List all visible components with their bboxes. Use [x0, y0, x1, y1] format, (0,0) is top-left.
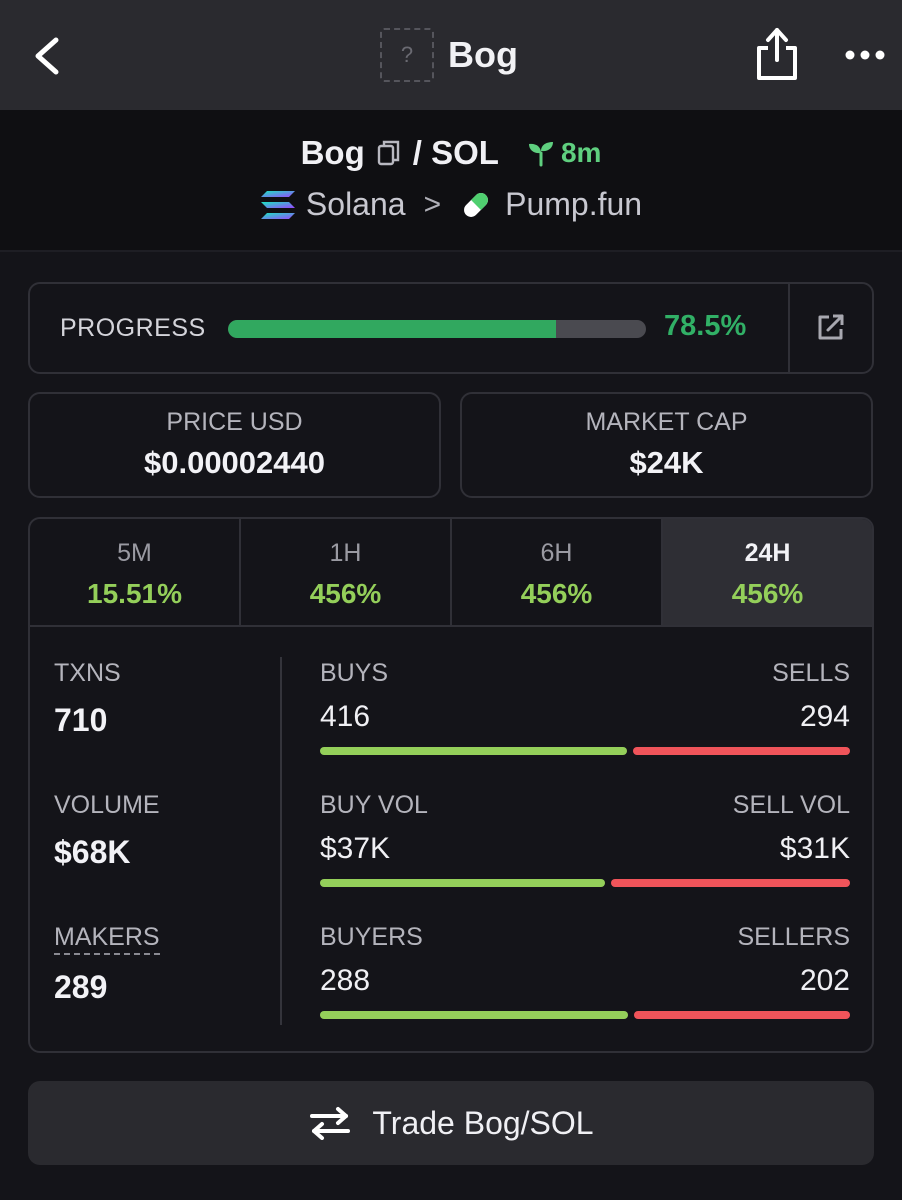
tab-24h[interactable]: 24H 456%	[663, 519, 872, 625]
makers-value: 289	[54, 969, 108, 1005]
tab-5m[interactable]: 5M 15.51%	[30, 519, 241, 625]
buyers-value: 288	[320, 964, 371, 997]
buyers-ratio-bar	[320, 1011, 850, 1019]
buy-sell-column: BUYS SELLS 416 294 BUY VOL SELL VOL $37K…	[320, 659, 850, 1051]
page-title: Bog	[448, 34, 518, 75]
sell-vol-label: SELL VOL	[732, 791, 850, 819]
volume-label: VOLUME	[54, 791, 160, 819]
progress-value: 78.5%	[664, 310, 747, 342]
pair-header: Bog / SOL 8m Solana	[0, 110, 902, 252]
top-navbar: ? Bog	[0, 0, 902, 110]
volume-value: $68K	[54, 834, 131, 870]
sellers-label: SELLERS	[737, 923, 850, 951]
chevron-right-icon: >	[423, 187, 442, 221]
external-link-icon[interactable]	[816, 312, 846, 342]
bonding-progress-card: PROGRESS 78.5%	[28, 282, 874, 374]
volume-ratio-bar	[320, 879, 850, 887]
sells-label: SELLS	[772, 659, 850, 687]
pair-title: Bog / SOL 8m	[0, 134, 902, 172]
trade-button[interactable]: Trade Bog/SOL	[28, 1081, 874, 1165]
tab-change: 456%	[309, 578, 382, 609]
market-cap-value: $24K	[629, 445, 704, 480]
buyers-sellers-row: BUYERS SELLERS 288 202	[320, 923, 850, 1051]
pair-age: 8m	[560, 137, 602, 168]
makers-stat: MAKERS 289	[54, 923, 274, 1051]
txns-value: 710	[54, 702, 108, 738]
txns-label: TXNS	[54, 659, 121, 687]
makers-label[interactable]: MAKERS	[54, 923, 160, 955]
share-icon[interactable]	[754, 26, 800, 82]
tab-change: 456%	[731, 578, 804, 609]
tab-1h[interactable]: 1H 456%	[241, 519, 452, 625]
divider	[280, 657, 282, 1025]
swap-arrows-icon	[310, 1107, 351, 1140]
buy-vol-value: $37K	[320, 832, 391, 865]
sell-vol-value: $31K	[779, 832, 850, 865]
pair-age-badge: 8m	[527, 137, 601, 169]
tab-label: 24H	[744, 539, 791, 567]
price-usd-value: $0.00002440	[143, 445, 326, 480]
timeframe-tabs: 5M 15.51% 1H 456% 6H 456% 24H 456%	[30, 519, 872, 627]
transaction-stats-panel: 5M 15.51% 1H 456% 6H 456% 24H 456% TXNS …	[28, 517, 874, 1053]
progress-bar-fill	[228, 320, 557, 338]
tab-label: 6H	[540, 539, 573, 567]
sell-bar	[634, 1011, 850, 1019]
dex-link[interactable]: Pump.fun	[505, 186, 643, 222]
pill-icon	[464, 192, 489, 217]
chevron-left-icon[interactable]	[30, 36, 66, 76]
tab-change: 456%	[520, 578, 593, 609]
token-image-placeholder: ?	[380, 28, 434, 82]
volume-stat: VOLUME $68K	[54, 791, 274, 923]
buy-bar	[320, 879, 605, 887]
sells-value: 294	[799, 700, 850, 733]
chain-breadcrumb: Solana > Pump.fun	[0, 186, 902, 223]
tab-label: 1H	[329, 539, 362, 567]
buy-vol-label: BUY VOL	[320, 791, 428, 819]
volume-split-row: BUY VOL SELL VOL $37K $31K	[320, 791, 850, 923]
buy-sell-ratio-bar	[320, 747, 850, 755]
price-usd-card: PRICE USD $0.00002440	[28, 392, 441, 498]
market-cap-card: MARKET CAP $24K	[460, 392, 873, 498]
sell-bar	[633, 747, 850, 755]
progress-bar	[228, 320, 646, 338]
nav-title-group: ? Bog	[380, 28, 518, 82]
buys-sells-row: BUYS SELLS 416 294	[320, 659, 850, 791]
totals-column: TXNS 710 VOLUME $68K MAKERS 289	[54, 659, 274, 1051]
txns-stat: TXNS 710	[54, 659, 274, 791]
solana-icon	[260, 190, 295, 219]
price-usd-label: PRICE USD	[166, 408, 303, 436]
more-icon[interactable]	[844, 46, 886, 64]
tab-label: 5M	[117, 539, 152, 567]
tab-change: 15.51%	[87, 578, 182, 609]
copy-icon[interactable]	[377, 139, 401, 167]
trade-button-label: Trade Bog/SOL	[372, 1104, 594, 1141]
buy-bar	[320, 1011, 628, 1019]
base-token-symbol: Bog	[300, 134, 365, 171]
seedling-icon	[528, 142, 553, 167]
sellers-value: 202	[799, 964, 850, 997]
buys-value: 416	[320, 700, 371, 733]
quote-token-symbol: / SOL	[412, 134, 499, 171]
progress-label: PROGRESS	[60, 314, 206, 342]
buyers-label: BUYERS	[320, 923, 423, 951]
buy-bar	[320, 747, 627, 755]
divider	[788, 284, 790, 372]
sell-bar	[611, 879, 850, 887]
tab-6h[interactable]: 6H 456%	[452, 519, 663, 625]
chain-link[interactable]: Solana	[305, 186, 406, 222]
market-cap-label: MARKET CAP	[585, 408, 748, 436]
buys-label: BUYS	[320, 659, 389, 687]
